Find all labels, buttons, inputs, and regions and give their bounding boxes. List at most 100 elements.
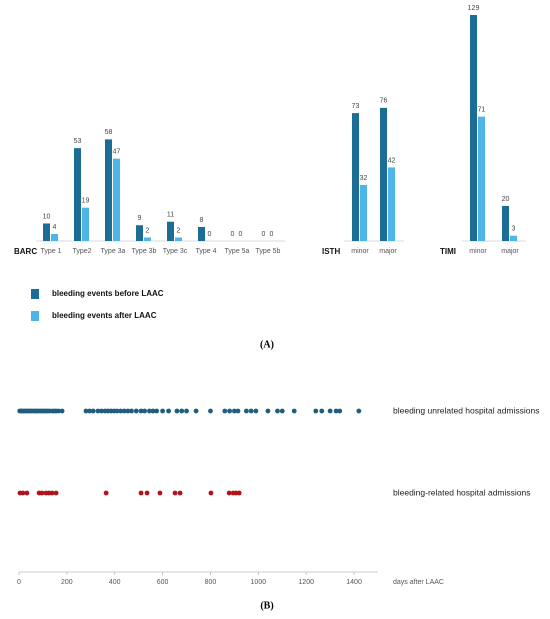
dot xyxy=(227,408,233,414)
dot xyxy=(313,408,319,414)
dot xyxy=(232,408,237,414)
dot xyxy=(56,408,61,414)
bar xyxy=(51,233,58,241)
category-label: major xyxy=(379,248,397,255)
dot xyxy=(20,490,26,496)
dot xyxy=(99,408,104,414)
value-label: 32 xyxy=(360,175,368,182)
value-label: 129 xyxy=(468,5,480,12)
group-label: BARC xyxy=(14,247,37,256)
value-label: 42 xyxy=(388,157,396,164)
dot xyxy=(275,408,280,414)
value-label: 0 xyxy=(262,231,266,238)
category-label: Type 3c xyxy=(163,248,188,255)
bar xyxy=(113,158,120,241)
dot xyxy=(226,490,232,496)
dot xyxy=(87,408,93,414)
dot xyxy=(253,408,259,414)
bar xyxy=(198,226,205,241)
bar xyxy=(105,139,112,241)
dot xyxy=(333,408,339,414)
value-label: 2 xyxy=(177,227,181,234)
dot xyxy=(59,408,65,414)
dot xyxy=(279,408,285,414)
value-label: 10 xyxy=(43,213,51,220)
dot xyxy=(133,408,139,414)
value-label: 0 xyxy=(270,231,274,238)
dot xyxy=(118,408,124,414)
dot xyxy=(208,408,213,414)
bar xyxy=(478,116,485,241)
dot xyxy=(24,490,30,496)
value-label: 3 xyxy=(512,226,516,233)
dot xyxy=(236,490,242,496)
value-label: 2 xyxy=(146,227,150,234)
category-label: Type 3b xyxy=(132,248,157,255)
x-tick-label: 800 xyxy=(205,579,217,586)
dot xyxy=(83,408,89,414)
dot xyxy=(222,408,228,414)
category-label: Type2 xyxy=(72,248,91,255)
panel-caption: (B) xyxy=(260,600,273,611)
dot xyxy=(327,408,333,414)
dot xyxy=(39,490,45,496)
value-label: 53 xyxy=(74,138,82,145)
value-label: 76 xyxy=(380,98,388,105)
bar xyxy=(510,235,517,241)
value-label: 0 xyxy=(231,231,235,238)
bar xyxy=(43,223,50,241)
value-label: 4 xyxy=(53,224,57,231)
value-label: 73 xyxy=(352,103,360,110)
x-tick-label: 400 xyxy=(109,579,121,586)
category-label: Type 3a xyxy=(101,248,126,255)
dot xyxy=(154,408,160,414)
legend-swatch xyxy=(31,289,39,299)
dot xyxy=(179,408,185,414)
dot xyxy=(174,408,180,414)
legend-label: bleeding events after LAAC xyxy=(52,311,157,320)
bar xyxy=(167,221,174,241)
dot xyxy=(125,408,131,414)
dot xyxy=(138,490,144,496)
value-label: 47 xyxy=(113,149,121,156)
bar xyxy=(502,205,509,241)
dot xyxy=(193,408,199,414)
x-tick-label: 1000 xyxy=(251,579,267,586)
bar xyxy=(74,148,81,241)
x-tick-label: 1400 xyxy=(346,579,362,586)
group-label: ISTH xyxy=(322,247,340,256)
bar xyxy=(470,15,477,241)
category-label: minor xyxy=(351,248,369,255)
category-label: minor xyxy=(469,248,487,255)
dot xyxy=(157,490,163,496)
dot xyxy=(208,490,214,496)
bar xyxy=(380,107,387,241)
group-label: TIMI xyxy=(440,247,456,256)
value-label: 8 xyxy=(200,217,204,224)
bar xyxy=(136,225,143,241)
x-tick-label: 1200 xyxy=(298,579,314,586)
panel-caption: (A) xyxy=(260,339,274,350)
dot xyxy=(337,408,343,414)
value-label: 58 xyxy=(105,129,113,136)
dot xyxy=(138,408,144,414)
dot xyxy=(356,408,362,414)
dot xyxy=(160,408,166,414)
x-tick-label: 0 xyxy=(17,579,21,586)
bar xyxy=(388,167,395,241)
dot xyxy=(121,408,127,414)
dot xyxy=(144,490,150,496)
value-label: 19 xyxy=(82,198,90,205)
dot xyxy=(243,408,249,414)
dot xyxy=(90,408,96,414)
category-label: Type 1 xyxy=(40,248,61,255)
row-label: bleeding-related hospital admissions xyxy=(393,487,531,497)
value-label: 0 xyxy=(239,231,243,238)
bar xyxy=(144,237,151,241)
dot xyxy=(95,408,101,414)
dot xyxy=(114,408,120,414)
x-tick-label: 600 xyxy=(157,579,169,586)
bar xyxy=(82,207,89,241)
value-label: 0 xyxy=(208,231,212,238)
